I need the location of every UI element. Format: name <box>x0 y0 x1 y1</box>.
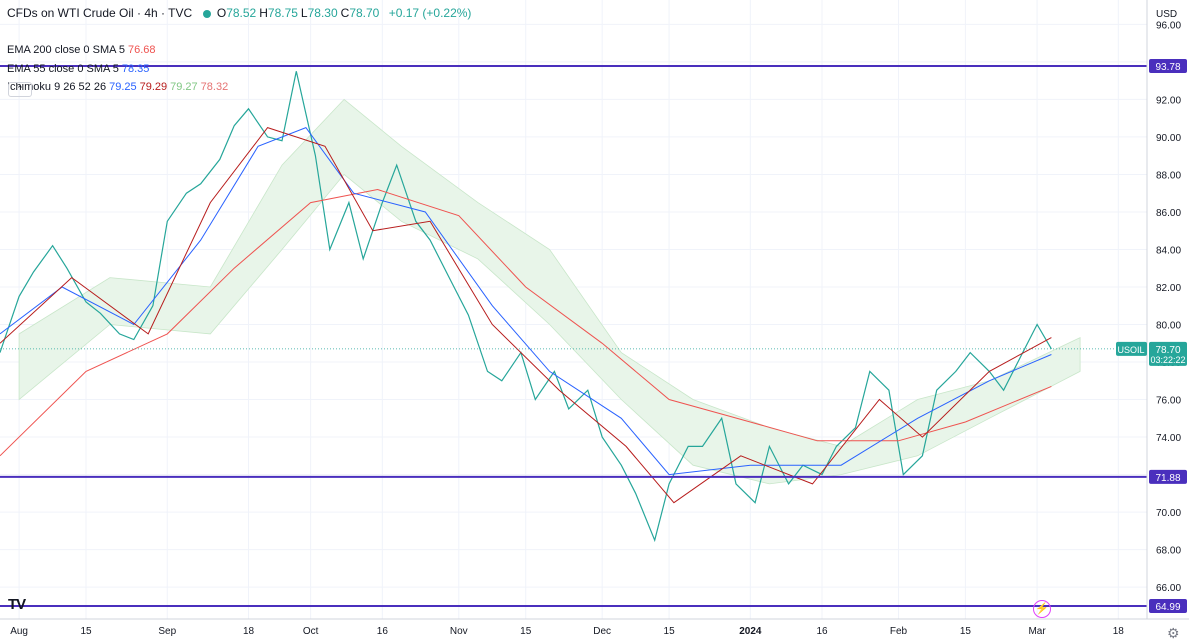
indicator-value: 78.35 <box>121 63 150 75</box>
ohlc-value: 78.30 <box>307 6 338 20</box>
indicator-value: 79.25 <box>109 81 137 93</box>
price-tick-label: 90.00 <box>1156 133 1181 144</box>
price-tick-label: 80.00 <box>1156 321 1181 332</box>
time-tick-label: Sep <box>158 626 176 637</box>
indicator-ema200[interactable]: EMA 200 close 0 SMA 5 76.68 <box>7 44 159 56</box>
price-tick-label: 92.00 <box>1156 95 1181 106</box>
indicator-value: 78.32 <box>200 81 229 93</box>
bolt-icon[interactable]: ⚡ <box>1033 600 1051 618</box>
indicator-value: 79.27 <box>170 81 198 93</box>
price-tick-label: 68.00 <box>1156 546 1181 557</box>
time-tick-label: Oct <box>303 626 319 637</box>
level-tag <box>1149 59 1187 74</box>
time-tick-label: 18 <box>243 626 255 637</box>
price-tick-label: 96.00 <box>1156 20 1181 31</box>
ohlc-c: C78.70 <box>340 6 380 20</box>
price-tick-label: 82.00 <box>1156 283 1181 294</box>
series-line-ichimoku <box>0 127 1052 504</box>
ichimoku-cloud <box>18 98 1081 485</box>
ohlc-values: O78.52 H78.75 L78.30 C78.70 <box>217 6 383 20</box>
indicator-label: EMA 55 close 0 SMA 5 <box>7 63 119 75</box>
market-status-icon <box>202 9 211 18</box>
price-tick-label: 76.00 <box>1156 396 1181 407</box>
indicator-value: 76.68 <box>128 44 156 56</box>
ohlc-l: L78.30 <box>300 6 338 20</box>
time-tick-label: 18 <box>1113 626 1125 637</box>
indicator-ema55[interactable]: EMA 55 close 0 SMA 5 78.35 <box>7 63 152 75</box>
indicator-value: 79.29 <box>139 81 168 93</box>
collapse-legend-button[interactable]: ⌃ <box>8 82 32 97</box>
price-tick-label: 70.00 <box>1156 508 1181 519</box>
ohlc-value: 78.52 <box>226 6 257 20</box>
indicator-ichimoku[interactable]: Ichimoku 9 26 52 26 79.25 79.29 79.27 78.32 <box>7 81 231 93</box>
time-tick-label: Mar <box>1028 626 1046 637</box>
ohlc-value: 78.70 <box>349 6 380 20</box>
currency-label[interactable]: USD <box>1156 9 1177 20</box>
time-tick-label: 15 <box>80 626 92 637</box>
series-line-ema-55 <box>0 126 1052 476</box>
time-tick-label: Nov <box>450 626 468 637</box>
level-tag-label: 71.88 <box>1155 473 1180 484</box>
time-tick-label: Aug <box>10 626 28 637</box>
price-tick-label: 88.00 <box>1156 170 1181 181</box>
symbol-legend[interactable]: CFDs on WTI Crude Oil · 4h · TVC O78.52 H… <box>7 6 474 20</box>
symbol-tag-label: USOIL <box>1117 345 1144 355</box>
gear-icon[interactable]: ⚙ <box>1167 625 1180 641</box>
time-tick-label: 16 <box>816 626 828 637</box>
indicator-label: EMA 200 close 0 SMA 5 <box>7 44 126 56</box>
level-tag-label: 93.78 <box>1155 62 1180 73</box>
ohlc-h: H78.75 <box>259 6 298 20</box>
time-tick-label: 15 <box>520 626 532 637</box>
symbol-tag <box>1116 341 1147 356</box>
last-price-tag <box>1149 341 1187 366</box>
price-tick-label: 84.00 <box>1156 245 1181 256</box>
symbol-title[interactable]: CFDs on WTI Crude Oil · 4h · TVC <box>7 6 193 20</box>
time-tick-label: Feb <box>890 626 908 637</box>
level-tag <box>1149 469 1187 484</box>
countdown-label: 03:22:22 <box>1150 355 1185 365</box>
time-tick-label: 16 <box>377 626 389 637</box>
price-tick-label: 66.00 <box>1156 583 1181 594</box>
price-tick-label: 86.00 <box>1156 208 1181 219</box>
time-tick-label: 15 <box>664 626 676 637</box>
level-tag-label: 64.99 <box>1155 602 1180 613</box>
last-price-label: 78.70 <box>1155 345 1180 356</box>
price-change: +0.17 (+0.22%) <box>388 6 472 20</box>
time-tick-label: 2024 <box>739 626 762 637</box>
series-line-usoil <box>0 71 1052 543</box>
tradingview-logo: TV <box>8 596 26 613</box>
price-tick-label: 74.00 <box>1156 433 1181 444</box>
time-tick-label: 15 <box>960 626 972 637</box>
ohlc-o: O78.52 <box>216 6 257 20</box>
time-tick-label: Dec <box>593 626 611 637</box>
ohlc-value: 78.75 <box>267 6 298 20</box>
series-line-ema-200 <box>0 188 1052 457</box>
level-tag <box>1149 599 1187 614</box>
